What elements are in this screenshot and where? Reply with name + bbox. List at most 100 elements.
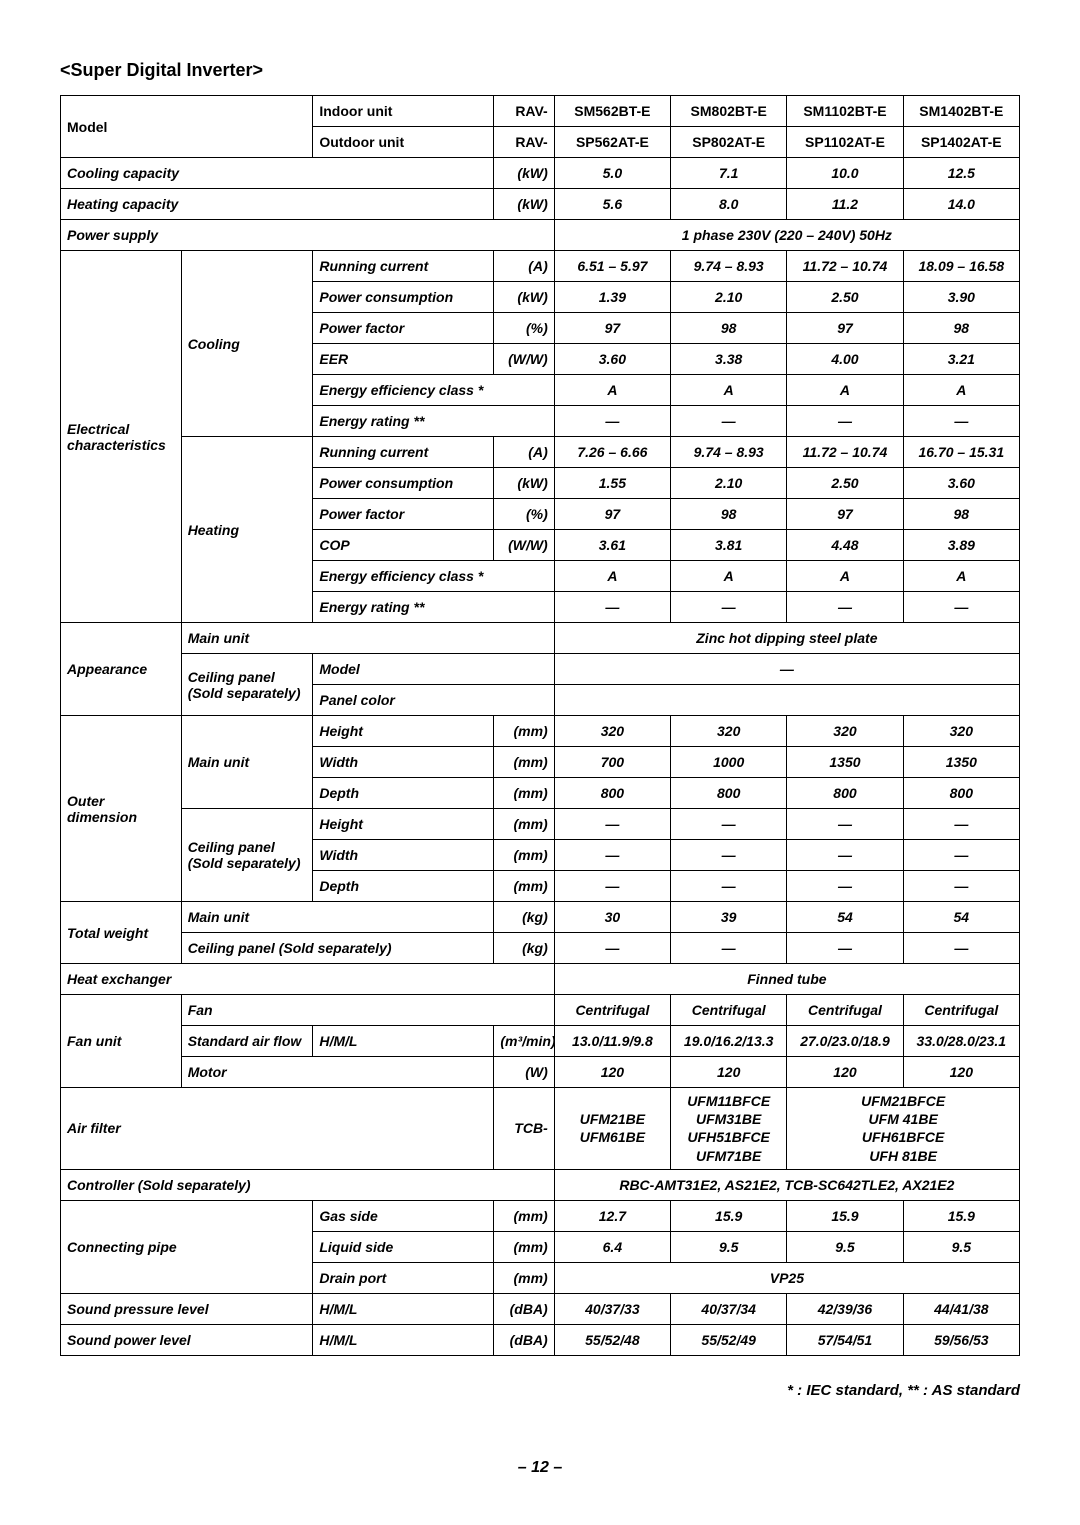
row-label: Main unit	[181, 623, 554, 654]
row-label: Energy rating **	[313, 592, 554, 623]
cell: 15.9	[787, 1200, 903, 1231]
row-label: Fan unit	[61, 995, 182, 1088]
cell: 97	[554, 313, 670, 344]
cell: Centrifugal	[787, 995, 903, 1026]
cell: 1000	[671, 747, 787, 778]
cell: 54	[903, 902, 1019, 933]
cell: —	[787, 406, 903, 437]
cell: 5.6	[554, 189, 670, 220]
row-label: Sound power level	[61, 1324, 313, 1355]
unit: (mm)	[494, 1231, 554, 1262]
unit: (%)	[494, 313, 554, 344]
cell: 30	[554, 902, 670, 933]
cell: —	[903, 592, 1019, 623]
row-label: Drain port	[313, 1262, 494, 1293]
cell: 3.60	[554, 344, 670, 375]
cell: UFM21BFCE UFM 41BE UFH61BFCE UFH 81BE	[787, 1088, 1020, 1170]
model-outdoor: SP1102AT-E	[787, 127, 903, 158]
spec-table: Model Indoor unit RAV- SM562BT-E SM802BT…	[60, 95, 1020, 1356]
cell: Finned tube	[554, 964, 1019, 995]
cell: 3.81	[671, 530, 787, 561]
model-label: Model	[61, 96, 313, 158]
unit: TCB-	[494, 1088, 554, 1170]
rav-label: RAV-	[494, 127, 554, 158]
unit: (dBA)	[494, 1324, 554, 1355]
row-label: EER	[313, 344, 494, 375]
cell: A	[671, 561, 787, 592]
cell: A	[787, 375, 903, 406]
cell: UFM11BFCE UFM31BE UFH51BFCE UFM71BE	[671, 1088, 787, 1170]
model-outdoor: SP1402AT-E	[903, 127, 1019, 158]
row-label: Heating capacity	[61, 189, 494, 220]
cell: 54	[787, 902, 903, 933]
unit: (%)	[494, 499, 554, 530]
row-label: Width	[313, 747, 494, 778]
cell: —	[903, 871, 1019, 902]
row-label: Main unit	[181, 716, 313, 809]
cell: 1.39	[554, 282, 670, 313]
row-label: Air filter	[61, 1088, 494, 1170]
row-label: Total weight	[61, 902, 182, 964]
cell: —	[554, 592, 670, 623]
cell: —	[787, 592, 903, 623]
model-indoor: SM1102BT-E	[787, 96, 903, 127]
cell: 40/37/34	[671, 1293, 787, 1324]
cell: —	[554, 871, 670, 902]
cell: 40/37/33	[554, 1293, 670, 1324]
cell: 120	[903, 1057, 1019, 1088]
unit: (mm)	[494, 840, 554, 871]
unit: (mm)	[494, 778, 554, 809]
row-label: H/M/L	[313, 1293, 494, 1324]
row-label: Model	[313, 654, 554, 685]
unit: (kW)	[494, 158, 554, 189]
row-label: Outer dimension	[61, 716, 182, 902]
cell: A	[554, 375, 670, 406]
cell: A	[903, 561, 1019, 592]
row-label: Controller (Sold separately)	[61, 1169, 555, 1200]
cell: 5.0	[554, 158, 670, 189]
cell: —	[787, 871, 903, 902]
row-label: Power factor	[313, 499, 494, 530]
row-label: Energy efficiency class *	[313, 561, 554, 592]
cell: 3.38	[671, 344, 787, 375]
row-label: Heat exchanger	[61, 964, 555, 995]
row-label: Depth	[313, 778, 494, 809]
cell: 55/52/48	[554, 1324, 670, 1355]
section-title: <Super Digital Inverter>	[60, 60, 1020, 81]
cell: Centrifugal	[671, 995, 787, 1026]
cell: —	[554, 406, 670, 437]
cell: —	[671, 592, 787, 623]
model-outdoor: SP562AT-E	[554, 127, 670, 158]
cell: —	[671, 840, 787, 871]
cell: 320	[903, 716, 1019, 747]
cell: 320	[554, 716, 670, 747]
unit: (mm)	[494, 747, 554, 778]
footnote: * : IEC standard, ** : AS standard	[60, 1382, 1020, 1399]
cell: —	[903, 933, 1019, 964]
cell: 27.0/23.0/18.9	[787, 1026, 903, 1057]
cell: 120	[787, 1057, 903, 1088]
cell: 98	[903, 313, 1019, 344]
cell: 320	[671, 716, 787, 747]
row-label: Width	[313, 840, 494, 871]
row-label: Appearance	[61, 623, 182, 716]
cell: 7.26 – 6.66	[554, 437, 670, 468]
cell: —	[787, 809, 903, 840]
cell: 1350	[903, 747, 1019, 778]
row-label: Power factor	[313, 313, 494, 344]
cell: 11.2	[787, 189, 903, 220]
row-label: Ceiling panel (Sold separately)	[181, 809, 313, 902]
row-label: Running current	[313, 251, 494, 282]
cell: —	[787, 840, 903, 871]
cell: 10.0	[787, 158, 903, 189]
cell: 97	[787, 499, 903, 530]
cell: 18.09 – 16.58	[903, 251, 1019, 282]
cell: 9.5	[903, 1231, 1019, 1262]
cell: 3.60	[903, 468, 1019, 499]
row-label: Liquid side	[313, 1231, 494, 1262]
cell: 800	[671, 778, 787, 809]
cell: 3.61	[554, 530, 670, 561]
cell: 98	[671, 313, 787, 344]
row-label: Standard air flow	[181, 1026, 313, 1057]
row-label: Height	[313, 716, 494, 747]
